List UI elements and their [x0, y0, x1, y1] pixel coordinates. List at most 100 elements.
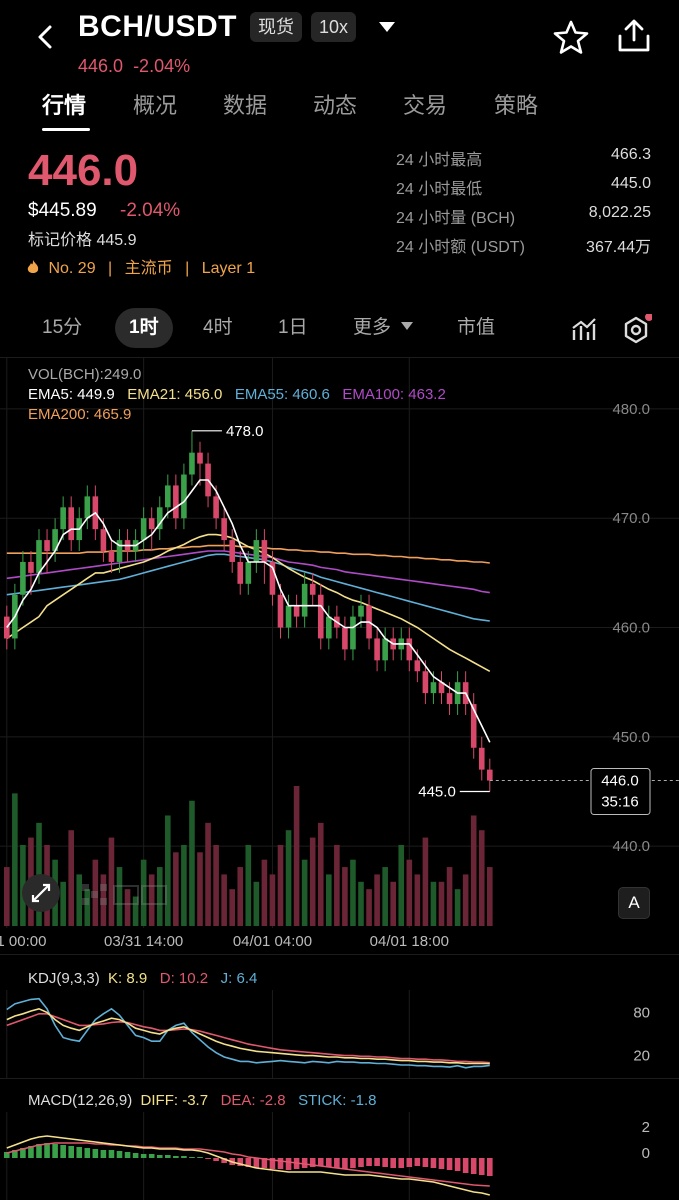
macd-stick-bar: [100, 1150, 107, 1158]
candle: [414, 660, 421, 672]
last-price: 446.0: [28, 146, 139, 195]
macd-diff: DIFF: -3.7: [140, 1092, 209, 1109]
y-tick-label: 480.0: [612, 401, 650, 418]
macd-stick-bar: [430, 1158, 437, 1168]
macd-stick-bar: [470, 1158, 477, 1174]
x-tick-label: 04/01 18:00: [370, 933, 449, 950]
candle: [430, 682, 437, 694]
volume-bar: [245, 844, 252, 926]
macd-stick-bar: [414, 1158, 421, 1166]
macd-stick-bar: [317, 1158, 324, 1166]
volume-bar: [156, 867, 163, 926]
interval-15m[interactable]: 15分: [42, 317, 83, 338]
tab-market[interactable]: 行情: [42, 93, 87, 118]
interval-more[interactable]: 更多: [353, 308, 414, 348]
tab-trade[interactable]: 交易: [403, 93, 448, 118]
header-price: 446.0: [78, 56, 124, 76]
kdj-tick-label: 80: [633, 1004, 650, 1021]
macd-stick-bar: [181, 1156, 187, 1158]
volume-bar: [398, 844, 405, 926]
macd-chart[interactable]: 20: [0, 1112, 679, 1200]
tab-data[interactable]: 数据: [223, 93, 268, 118]
tab-overview[interactable]: 概况: [133, 93, 178, 118]
volume-bar: [173, 852, 179, 926]
macd-dea-line: [6, 1142, 490, 1187]
stat-value-volume: 8,022.25: [588, 204, 651, 221]
macd-stick-bar: [390, 1158, 396, 1168]
fire-icon: [26, 260, 44, 277]
volume-bar: [132, 896, 139, 926]
coin-tags: No. 29 | 主流币 | Layer 1: [26, 254, 255, 278]
auto-scale-button[interactable]: A: [618, 887, 650, 919]
candle: [189, 452, 195, 475]
candle: [68, 507, 74, 541]
divider: [0, 954, 679, 955]
macd-stick-bar: [20, 1148, 26, 1158]
fullscreen-icon[interactable]: [22, 874, 60, 912]
macd-stick-bar: [253, 1158, 260, 1168]
volume-bar: [116, 867, 123, 926]
volume-bar: [60, 881, 66, 926]
rank-tag[interactable]: No. 29: [48, 260, 96, 277]
candle: [350, 616, 356, 650]
interval-4h[interactable]: 4时: [203, 317, 233, 338]
volume-bar: [12, 793, 18, 926]
macd-tick-label: 2: [642, 1119, 650, 1136]
volume-bar: [390, 881, 396, 926]
volume-bar: [92, 859, 99, 926]
share-icon[interactable]: [614, 16, 654, 56]
candle: [181, 474, 187, 519]
volume-bar: [277, 844, 284, 926]
volume-bar: [84, 889, 91, 926]
candle: [277, 594, 284, 628]
candle: [4, 616, 10, 639]
ema5-legend: EMA5: 449.9: [28, 386, 115, 403]
volume-bar: [189, 800, 195, 926]
volume-bar: [487, 867, 493, 926]
candle: [52, 529, 58, 552]
star-icon[interactable]: [552, 18, 590, 56]
candle: [326, 616, 332, 639]
candle: [487, 769, 493, 781]
layer1-tag[interactable]: Layer 1: [201, 260, 256, 277]
volume-bar: [446, 867, 453, 926]
volume-bar: [382, 867, 388, 926]
candle: [44, 540, 50, 552]
macd-stick-bar: [116, 1151, 123, 1158]
interval-1h[interactable]: 1时: [115, 308, 173, 348]
macd-stick-bar: [205, 1158, 211, 1159]
candle: [140, 518, 147, 541]
pair-title[interactable]: BCH/USDT: [78, 10, 237, 43]
candle: [173, 485, 179, 519]
volume-bar: [374, 874, 380, 926]
macd-stick-bar: [301, 1158, 308, 1168]
kdj-j: J: 6.4: [220, 970, 258, 987]
settings-hexagon-icon[interactable]: [620, 313, 653, 346]
last-price-tag: [590, 768, 651, 816]
candle: [36, 540, 42, 573]
candle: [20, 561, 26, 595]
kdj-chart[interactable]: 80 20: [0, 990, 679, 1078]
volume-bar: [100, 874, 107, 926]
interval-1d[interactable]: 1日: [278, 317, 308, 338]
back-icon[interactable]: [30, 22, 60, 52]
volume-bar: [261, 859, 268, 926]
macd-stick-bar: [454, 1158, 461, 1171]
tab-news[interactable]: 动态: [313, 93, 358, 118]
volume-bar: [229, 889, 235, 926]
candlestick-chart[interactable]: 480.0 470.0 460.0 450.0 440.0 03/31 00:00 03/3…: [0, 358, 679, 954]
kdj-k: K: 8.9: [108, 970, 148, 987]
macd-stick-bar: [4, 1152, 10, 1158]
macd-diff-line: [6, 1135, 490, 1196]
macd-label: MACD(12,26,9): [28, 1092, 133, 1109]
ema21-legend: EMA21: 456.0: [127, 386, 223, 403]
volume-bar: [422, 837, 429, 926]
interval-market-cap[interactable]: 市值: [457, 317, 496, 338]
kdj-legend: KDJ(9,3,3) K: 8.9 D: 10.2 J: 6.4: [28, 970, 257, 987]
mainstream-tag[interactable]: 主流币: [124, 260, 173, 277]
tab-strategy[interactable]: 策略: [494, 93, 539, 118]
pair-dropdown-icon[interactable]: [376, 18, 398, 36]
active-tab-indicator: [42, 128, 90, 131]
candle: [156, 507, 163, 530]
chart-type-icon[interactable]: [570, 316, 598, 344]
